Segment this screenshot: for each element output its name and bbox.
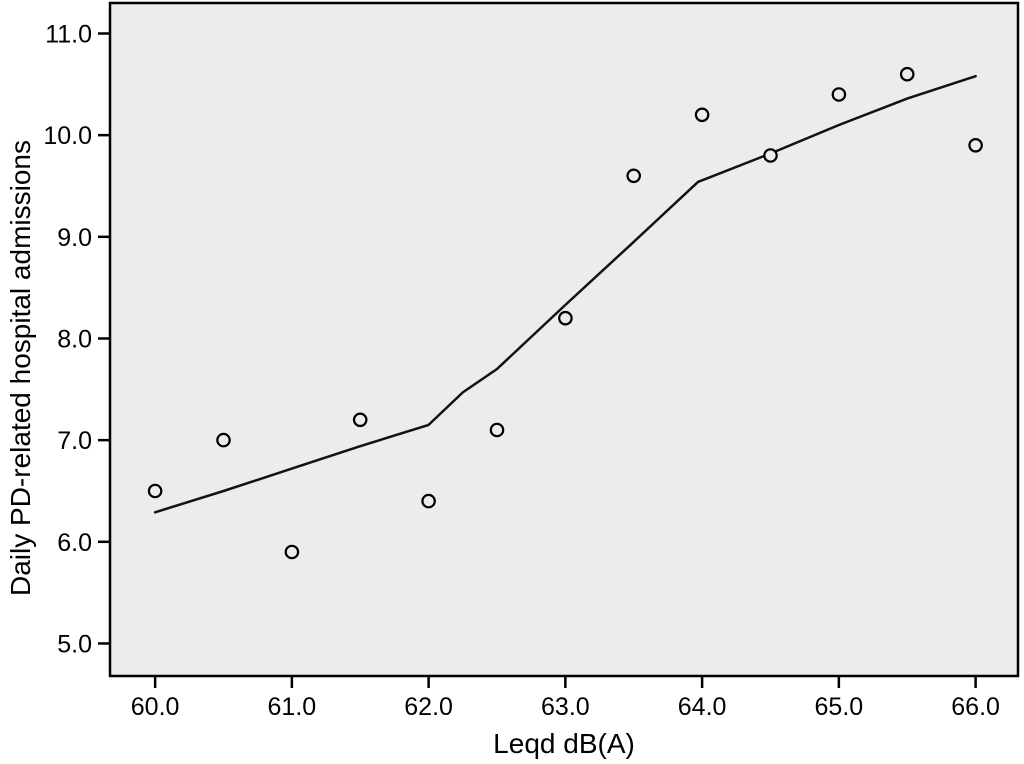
y-tick-label: 11.0	[45, 20, 92, 48]
x-tick-label: 60.0	[131, 693, 180, 721]
data-point	[968, 138, 983, 153]
fit-line	[153, 74, 977, 514]
data-point	[763, 148, 778, 163]
x-tick-label: 65.0	[815, 693, 864, 721]
y-tick-label: 10.0	[43, 122, 92, 150]
data-point	[216, 432, 231, 448]
y-tick-label: 7.0	[57, 427, 92, 455]
x-tick-label: 62.0	[404, 693, 453, 721]
y-axis-title: Daily PD-related hospital admissions	[5, 140, 36, 596]
data-point	[352, 412, 368, 428]
plot-area: 60.0 61.0 62.0 63.0 64.0 65.0 66.0 5.0 6.0 7.0 8.0…	[43, 1, 1020, 721]
y-tick-label: 6.0	[57, 529, 92, 557]
y-tick-label: 8.0	[57, 325, 92, 353]
data-point	[489, 422, 505, 438]
x-tick-label: 61.0	[268, 693, 317, 721]
data-point	[626, 168, 641, 184]
x-axis-title: Leqd dB(A)	[493, 728, 635, 759]
plot-background	[110, 3, 1018, 676]
data-point	[147, 483, 163, 499]
data-point	[421, 493, 436, 509]
data-point	[558, 310, 573, 326]
data-point	[899, 66, 915, 82]
data-point	[694, 107, 710, 123]
y-tick-label: 5.0	[57, 630, 92, 658]
x-tick-label: 64.0	[678, 693, 727, 721]
data-point	[831, 87, 847, 102]
data-point	[284, 544, 300, 560]
y-tick-label: 9.0	[57, 224, 92, 252]
x-tick-label: 63.0	[541, 693, 590, 721]
x-tick-label: 66.0	[951, 693, 1000, 721]
